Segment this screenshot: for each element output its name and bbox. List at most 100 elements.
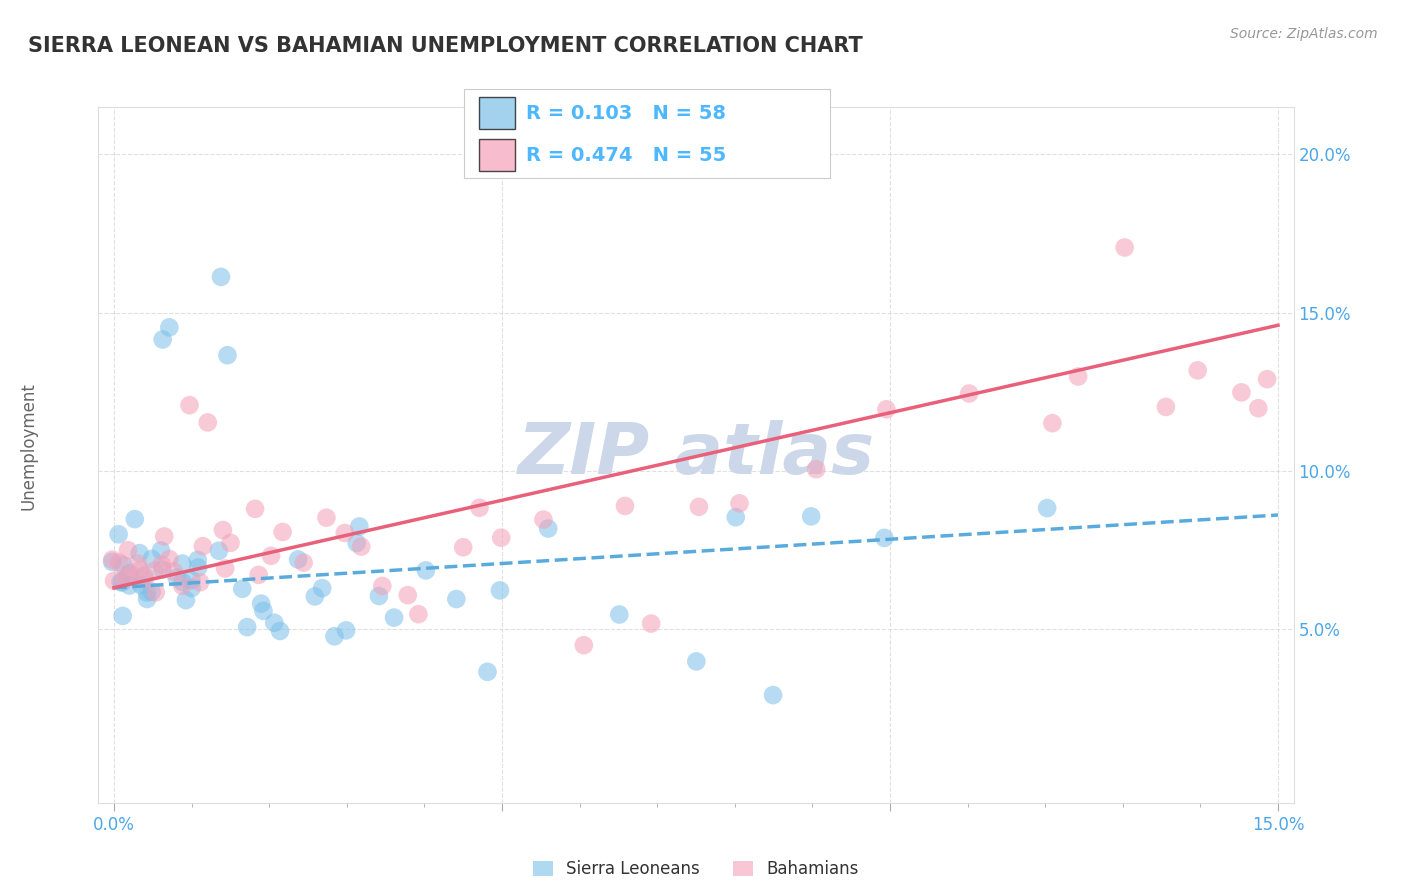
Text: R = 0.103   N = 58: R = 0.103 N = 58 (526, 103, 725, 123)
Point (111, 608, 134, 623)
Point (128, 563, 150, 577)
Point (477, 665, 499, 679)
Point (489, 531, 512, 545)
Point (219, 536, 242, 550)
Point (1067, 369, 1090, 384)
Point (112, 558, 135, 573)
Point (292, 556, 315, 570)
Point (1154, 400, 1177, 414)
Text: ZIP atlas: ZIP atlas (517, 420, 875, 490)
Point (149, 543, 172, 558)
Point (150, 558, 173, 572)
Point (468, 500, 491, 515)
Point (263, 615, 285, 630)
Point (1256, 372, 1278, 386)
FancyBboxPatch shape (478, 139, 515, 171)
Point (166, 570, 188, 584)
Legend: Sierra Leoneans, Bahamians: Sierra Leoneans, Bahamians (526, 854, 866, 885)
Point (217, 348, 239, 362)
Point (269, 624, 291, 638)
Point (162, 565, 184, 579)
Point (157, 320, 180, 334)
Point (143, 564, 166, 578)
Point (1247, 401, 1270, 416)
Point (118, 566, 141, 581)
Point (127, 557, 149, 571)
Point (134, 568, 156, 582)
Point (187, 560, 209, 574)
Point (197, 416, 219, 430)
Point (180, 573, 202, 587)
Point (118, 578, 141, 592)
Point (214, 561, 236, 575)
Point (1036, 501, 1059, 516)
Point (350, 540, 373, 554)
Point (128, 546, 150, 560)
Point (957, 386, 980, 401)
Point (762, 688, 785, 702)
Point (349, 519, 371, 533)
Point (804, 462, 827, 476)
Point (231, 582, 253, 596)
Point (103, 574, 125, 588)
Point (1230, 385, 1253, 400)
Point (117, 568, 139, 582)
Text: SIERRA LEONEAN VS BAHAMIAN UNEMPLOYMENT CORRELATION CHART: SIERRA LEONEAN VS BAHAMIAN UNEMPLOYMENT … (28, 36, 863, 55)
Point (287, 552, 309, 566)
Point (136, 592, 159, 607)
Point (252, 604, 274, 618)
Point (1042, 416, 1064, 430)
Point (333, 526, 356, 541)
Point (728, 496, 751, 510)
Point (688, 500, 710, 514)
Point (107, 527, 129, 541)
Point (685, 654, 707, 668)
Point (335, 624, 357, 638)
Point (315, 510, 337, 524)
Point (572, 638, 595, 652)
Point (323, 629, 346, 643)
Point (451, 541, 474, 555)
Point (150, 563, 173, 577)
Point (187, 553, 209, 567)
Point (191, 539, 214, 553)
Point (396, 588, 419, 602)
Point (260, 549, 283, 563)
Point (136, 585, 159, 599)
Point (243, 501, 266, 516)
Point (236, 620, 259, 634)
Point (108, 556, 131, 570)
Point (157, 552, 180, 566)
Point (110, 574, 132, 589)
Point (134, 572, 156, 586)
Point (271, 524, 294, 539)
Point (209, 269, 232, 284)
Point (875, 402, 897, 417)
Point (873, 531, 896, 545)
Point (537, 522, 560, 536)
Point (129, 578, 152, 592)
Point (533, 512, 555, 526)
Point (368, 589, 391, 603)
Point (208, 543, 231, 558)
Point (172, 575, 194, 590)
Point (304, 590, 326, 604)
Point (212, 523, 235, 537)
Point (607, 607, 630, 622)
Point (174, 593, 197, 607)
Point (346, 536, 368, 550)
Point (800, 509, 823, 524)
Point (101, 552, 124, 566)
Point (640, 616, 662, 631)
Point (188, 575, 211, 590)
Point (141, 584, 163, 599)
Point (172, 579, 194, 593)
Point (124, 512, 146, 526)
Text: R = 0.474   N = 55: R = 0.474 N = 55 (526, 145, 727, 165)
Point (446, 592, 468, 607)
Point (614, 499, 637, 513)
Point (489, 583, 512, 598)
Point (111, 575, 134, 590)
Point (1187, 363, 1209, 377)
Point (1341, 368, 1364, 383)
